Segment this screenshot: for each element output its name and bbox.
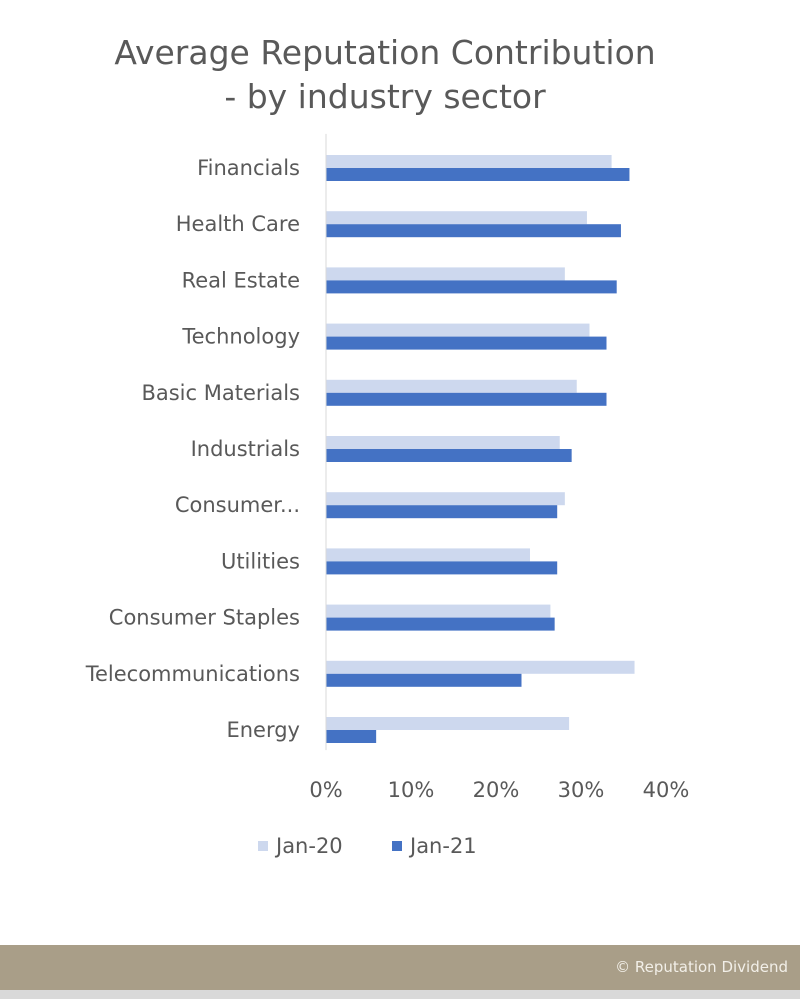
x-tick-label-2: 20% bbox=[473, 778, 520, 802]
legend-swatch-jan-20 bbox=[258, 841, 268, 851]
bar-technology-jan-20 bbox=[326, 323, 590, 337]
bar-health-care-jan-20 bbox=[326, 211, 587, 225]
bar-consumer-jan-21 bbox=[326, 505, 558, 519]
category-label-consumer-staples: Consumer Staples bbox=[109, 606, 300, 630]
bar-telecommunications-jan-20 bbox=[326, 660, 635, 674]
footer-shape bbox=[0, 915, 800, 999]
bar-consumer-staples-jan-21 bbox=[326, 617, 555, 631]
x-tick-label-1: 10% bbox=[388, 778, 435, 802]
legend: Jan-20 Jan-21 bbox=[258, 834, 477, 858]
bar-chart: Financials Health Care Real Estate Technolo… bbox=[85, 133, 689, 858]
bar-utilities-jan-20 bbox=[326, 548, 530, 562]
category-label-financials: Financials bbox=[197, 156, 300, 180]
x-tick-label-3: 30% bbox=[558, 778, 605, 802]
bar-consumer-staples-jan-20 bbox=[326, 604, 551, 618]
chart-title-line-2: - by industry sector bbox=[224, 77, 546, 116]
footer-band bbox=[0, 915, 800, 999]
bar-utilities-jan-21 bbox=[326, 561, 558, 575]
bottom-strip bbox=[0, 990, 800, 999]
category-label-telecommunications: Telecommunications bbox=[85, 662, 300, 686]
bar-real-estate-jan-20 bbox=[326, 267, 565, 281]
bar-energy-jan-21 bbox=[326, 730, 377, 743]
legend-label-jan-20: Jan-20 bbox=[274, 834, 343, 858]
x-tick-label-0: 0% bbox=[309, 778, 342, 802]
category-labels: Financials Health Care Real Estate Technolo… bbox=[85, 156, 300, 742]
legend-label-jan-21: Jan-21 bbox=[408, 834, 477, 858]
category-label-utilities: Utilities bbox=[221, 549, 300, 573]
bar-real-estate-jan-21 bbox=[326, 280, 617, 294]
bar-industrials-jan-20 bbox=[326, 436, 560, 449]
bar-industrials-jan-21 bbox=[326, 449, 572, 462]
legend-swatch-jan-21 bbox=[392, 841, 402, 851]
chart-title-line-1: Average Reputation Contribution bbox=[114, 33, 656, 72]
category-label-technology: Technology bbox=[181, 325, 300, 349]
bar-financials-jan-20 bbox=[326, 155, 612, 168]
bar-energy-jan-20 bbox=[326, 717, 570, 730]
bar-financials-jan-21 bbox=[326, 168, 630, 181]
bar-basic-materials-jan-21 bbox=[326, 392, 607, 406]
bar-telecommunications-jan-21 bbox=[326, 673, 522, 687]
category-label-energy: Energy bbox=[226, 718, 300, 742]
bars-layer bbox=[325, 133, 635, 751]
bar-consumer-jan-20 bbox=[326, 492, 565, 506]
category-label-basic-materials: Basic Materials bbox=[141, 381, 300, 405]
category-label-consumer: Consumer... bbox=[175, 493, 300, 517]
category-label-real-estate: Real Estate bbox=[182, 268, 300, 292]
bar-basic-materials-jan-20 bbox=[326, 379, 577, 393]
x-axis-ticks: 0% 10% 20% 30% 40% bbox=[309, 778, 689, 802]
bar-health-care-jan-21 bbox=[326, 224, 621, 238]
bar-technology-jan-21 bbox=[326, 336, 607, 350]
category-label-health-care: Health Care bbox=[176, 212, 300, 236]
copyright-text: © Reputation Dividend bbox=[615, 958, 788, 976]
category-label-industrials: Industrials bbox=[191, 437, 300, 461]
x-tick-label-4: 40% bbox=[643, 778, 690, 802]
